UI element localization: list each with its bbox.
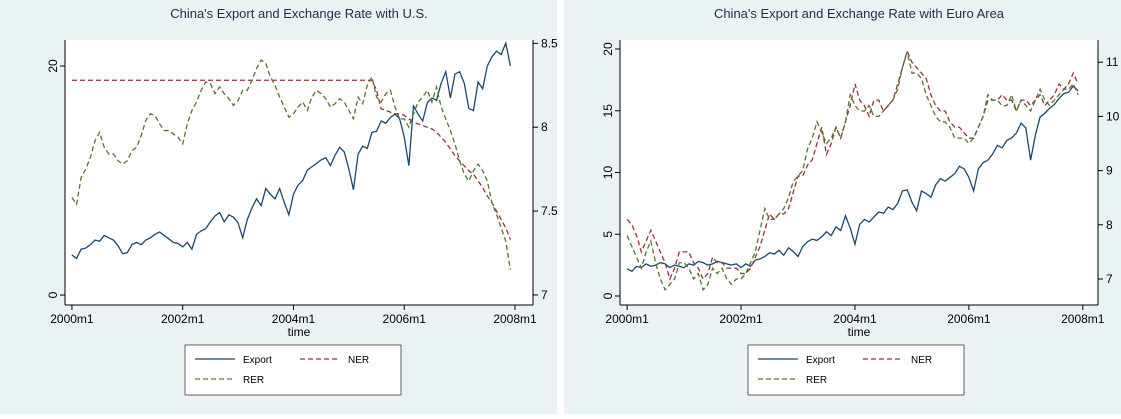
chart-panel: China's Export and Exchange Rate with Eu…	[601, 6, 1120, 396]
x-tick-label: 2002m1	[719, 312, 763, 326]
series-line	[71, 79, 511, 240]
y2-tick-label: 8	[1106, 218, 1113, 232]
y2-tick-label: 11	[1106, 55, 1119, 69]
chart-title: China's Export and Exchange Rate with Eu…	[714, 6, 1005, 21]
series-line	[626, 49, 1079, 281]
legend-label: Export	[243, 355, 272, 366]
plot-area	[620, 40, 1098, 305]
series-line	[626, 85, 1079, 273]
x-tick-label: 2008m1	[1061, 312, 1105, 326]
x-tick-label: 2002m1	[161, 312, 205, 326]
y2-tick-label: 9	[1106, 164, 1113, 178]
y-tick-label: 5	[601, 231, 615, 238]
y-tick-label: 15	[601, 104, 615, 118]
series-line	[71, 40, 512, 260]
y-tick-label: 20	[601, 42, 615, 56]
legend-label: Export	[806, 355, 835, 366]
legend-label: RER	[806, 375, 827, 386]
legend-label: RER	[243, 375, 264, 386]
legend-label: NER	[911, 355, 932, 366]
y-tick-label: 0	[601, 292, 615, 299]
x-tick-label: 2004m1	[272, 312, 316, 326]
chart-panel: China's Export and Exchange Rate with U.…	[46, 6, 558, 396]
y2-tick-label: 7.5	[541, 204, 558, 218]
legend-label: NER	[348, 355, 369, 366]
y2-tick-label: 7	[541, 288, 548, 302]
x-tick-label: 2006m1	[383, 312, 427, 326]
series-line	[626, 51, 1079, 292]
y2-tick-label: 7	[1106, 272, 1113, 286]
plot-area	[65, 40, 533, 305]
y2-tick-label: 10	[1106, 109, 1120, 123]
x-tick-label: 2006m1	[947, 312, 991, 326]
chart-title: China's Export and Exchange Rate with U.…	[170, 6, 428, 21]
x-tick-label: 2004m1	[833, 312, 877, 326]
x-tick-label: 2008m1	[493, 312, 537, 326]
x-axis-title: time	[288, 325, 311, 339]
y-tick-label: 20	[46, 59, 60, 73]
x-axis-title: time	[848, 325, 871, 339]
legend-box	[184, 344, 402, 396]
legend-box	[747, 344, 965, 396]
y-tick-label: 10	[601, 166, 615, 180]
y2-tick-label: 8.5	[541, 36, 558, 50]
x-tick-label: 2000m1	[50, 312, 94, 326]
x-tick-label: 2000m1	[605, 312, 649, 326]
y2-tick-label: 8	[541, 120, 548, 134]
y-tick-label: 0	[46, 291, 60, 298]
